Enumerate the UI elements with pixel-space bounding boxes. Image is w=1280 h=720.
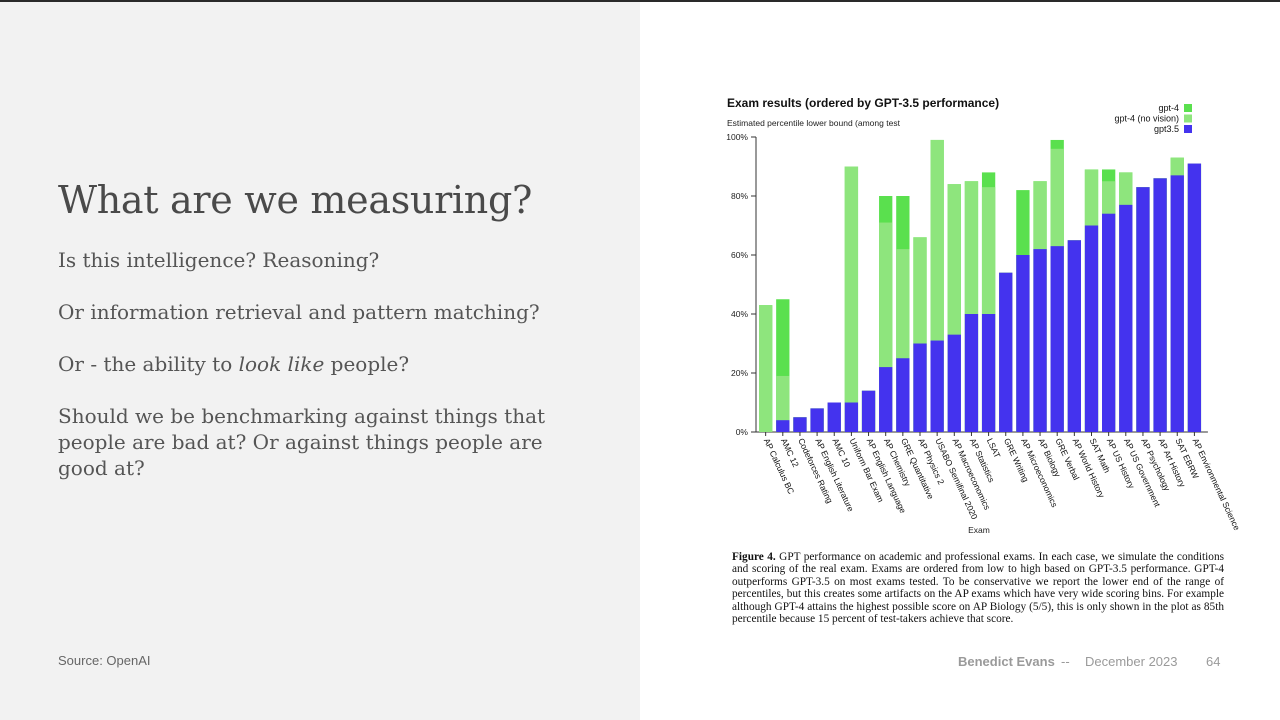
legend-label: gpt-4 — [1158, 103, 1179, 113]
y-tick-label: 20% — [731, 368, 748, 378]
question-look-like-suffix: people? — [324, 352, 410, 376]
bar-gpt3-5 — [1050, 246, 1064, 432]
question-intelligence: Is this intelligence? Reasoning? — [58, 248, 380, 272]
bar-gpt3-5 — [879, 367, 893, 432]
bar-gpt3-5 — [1067, 240, 1081, 432]
question-benchmarking: Should we be benchmarking against things… — [58, 404, 546, 480]
question-retrieval: Or information retrieval and pattern mat… — [58, 300, 540, 324]
x-tick-label: LSAT — [985, 437, 1003, 460]
bar-gpt-4-no-vision- — [759, 305, 773, 432]
bar-gpt3-5 — [913, 343, 927, 432]
footer-separator: -- — [1061, 654, 1070, 669]
x-tick-label: AP Environmental Science — [1191, 437, 1243, 533]
bar-gpt3-5 — [844, 402, 859, 432]
x-axis-label: Exam — [968, 525, 990, 535]
y-tick-label: 0% — [736, 427, 749, 437]
figure-caption: Figure 4. GPT performance on academic an… — [732, 551, 1224, 625]
figure-caption-label: Figure 4. — [732, 551, 776, 563]
bar-gpt3-5 — [1033, 249, 1047, 432]
bar-gpt3-5 — [964, 314, 979, 432]
question-look-like-emphasis: look like — [238, 352, 325, 376]
legend-label: gpt-4 (no vision) — [1114, 114, 1179, 124]
slide-title: What are we measuring? — [58, 178, 533, 222]
legend-swatch — [1184, 125, 1192, 133]
question-look-like-prefix: Or - the ability to — [58, 352, 239, 376]
bar-gpt-4-no-vision- — [844, 166, 859, 432]
bar-gpt3-5 — [896, 358, 910, 432]
bar-gpt3-5 — [981, 314, 996, 432]
bar-gpt3-5 — [861, 390, 876, 432]
bar-gpt3-5 — [1187, 163, 1202, 433]
text-panel — [0, 2, 640, 720]
bar-gpt3-5 — [1153, 178, 1167, 432]
bar-gpt3-5 — [793, 417, 807, 432]
legend-swatch — [1184, 114, 1192, 123]
bar-gpt3-5 — [1119, 204, 1133, 432]
y-tick-label: 80% — [731, 191, 748, 201]
source-note: Source: OpenAI — [58, 653, 151, 668]
y-tick-label: 40% — [731, 309, 748, 319]
footer-author: Benedict Evans — [958, 654, 1055, 669]
figure-caption-text: GPT performance on academic and professi… — [732, 551, 1225, 626]
footer-date: December 2023 — [1085, 654, 1178, 669]
bar-gpt3-5 — [947, 334, 961, 432]
bar-gpt3-5 — [1136, 187, 1150, 432]
chart-title: Exam results (ordered by GPT-3.5 perform… — [727, 96, 999, 110]
bar-gpt3-5 — [1016, 255, 1030, 432]
bar-gpt3-5 — [1170, 175, 1184, 432]
legend-label: gpt3.5 — [1154, 124, 1179, 134]
y-tick-label: 100% — [726, 132, 748, 142]
bar-gpt3-5 — [1102, 213, 1116, 432]
question-look-like-people: Or - the ability to look like people? — [58, 351, 588, 377]
legend-swatch — [1184, 104, 1192, 112]
page-number: 64 — [1206, 654, 1221, 669]
bar-gpt3-5 — [827, 402, 841, 432]
bar-gpt3-5 — [1084, 225, 1099, 432]
top-border — [0, 0, 1280, 2]
bar-gpt-4-no-vision- — [776, 375, 790, 432]
bar-gpt3-5 — [776, 420, 790, 432]
bar-gpt3-5 — [810, 408, 824, 432]
bar-gpt3-5 — [999, 272, 1013, 432]
y-tick-label: 60% — [731, 250, 748, 260]
bar-gpt3-5 — [930, 340, 944, 432]
chart-subtitle: Estimated percentile lower bound (among … — [727, 118, 901, 128]
